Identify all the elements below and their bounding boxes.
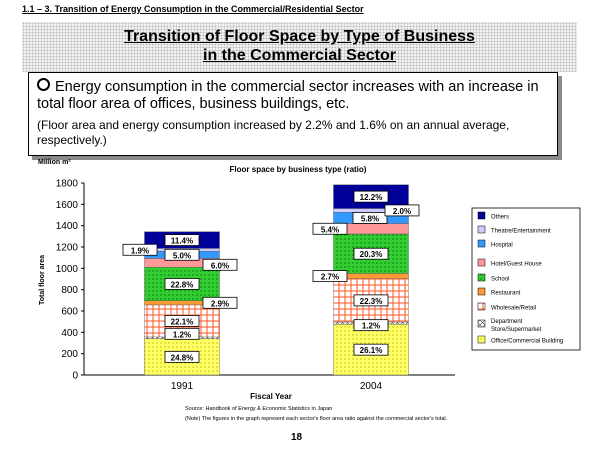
legend-label: Department [491,319,523,325]
legend-label: Theatre/Entertainment [491,229,551,235]
section-header: 1.1 – 3. Transition of Energy Consumptio… [22,4,364,14]
legend-label: Store/Supermarket [491,327,542,333]
circle-bullet-icon [37,78,50,91]
legend-swatch [477,273,486,282]
data-label: 5.8% [361,214,379,223]
chart-data-labels: 24.8% 1.2% 22.1% 2.9% 22.8% 6.0% 5.0% 1.9% 11.4%… [122,190,420,363]
data-label-box [353,190,389,203]
data-label: 24.8% [171,353,194,362]
y-tick-label: 600 [61,307,78,318]
y-tick-label: 800 [61,285,78,296]
legend-swatch [477,225,486,234]
data-label: 22.1% [171,317,194,326]
data-label: 5.4% [321,225,339,234]
page-title-line-1: Transition of Floor Space by Type of Bus… [124,28,475,45]
x-axis-label: Fiscal Year [250,392,292,401]
source-note: Source: Handbook of Energy & Economic St… [185,406,333,412]
legend-label: Hotel/Guest House [491,262,542,268]
data-label: 20.3% [360,250,383,259]
y-tick-label: 1200 [56,243,79,254]
page-number: 18 [291,432,303,443]
legend-label: Office/Commercial Building [491,339,563,345]
data-label: 22.8% [171,280,194,289]
page-title-line-2: in the Commercial Sector [203,47,396,64]
data-label: 6.0% [211,261,229,270]
y-tick-label: 1400 [56,221,79,232]
summary-note: (Floor area and energy consumption incre… [37,118,510,147]
y-axis-label: Total floor area [39,255,46,305]
y-tick-label: 0 [72,371,78,382]
y-tick-label: 1000 [56,264,79,275]
title-background [22,22,577,72]
data-label-box [384,204,420,217]
legend-label: Restaurant [491,291,521,297]
legend-box [471,207,581,351]
data-label-box [202,296,238,309]
data-label-box [164,315,200,327]
legend-label: Others [491,215,509,221]
data-label: 26.1% [360,346,383,355]
data-label: 2.0% [393,207,411,216]
data-label: 2.7% [321,273,339,282]
y-unit-label: Million m² [38,159,71,166]
floor-space-chart: Floor space by business type (ratio) Mil… [38,159,581,401]
data-label: 11.4% [171,237,193,246]
legend-swatch [477,258,486,267]
legend-swatch [477,302,486,311]
legend-swatch [477,287,486,296]
data-label: 1.9% [131,246,149,255]
chart-bars [144,184,409,376]
legend-swatch [477,319,486,328]
summary-bullet-text: Energy consumption in the commercial sec… [37,79,539,112]
data-label: 1.2% [362,322,380,331]
legend-swatch [477,239,486,248]
data-label-box [353,247,389,260]
footnote: (Note) The figures in the graph represen… [185,416,448,422]
data-label: 1.2% [173,330,191,339]
summary-box: Energy consumption in the commercial sec… [28,72,558,156]
y-tick-label: 1800 [56,179,79,190]
data-label-box [164,278,200,290]
data-label-box [122,243,158,256]
data-label-box [164,234,200,246]
data-label-box [352,212,388,224]
summary-bullet: Energy consumption in the commercial sec… [37,78,547,113]
data-label-box [164,248,200,261]
data-label: 5.0% [173,251,191,260]
legend-label: Wholesale/Retail [491,306,536,312]
data-label: 22.3% [360,297,383,306]
chart-axes: 0 200 400 600 800 1000 1200 1400 1600 1800 1991 200… [56,179,455,392]
data-label-box [164,350,200,363]
data-label-box [312,270,348,283]
data-label-box [164,327,200,340]
data-label-box [312,222,348,235]
data-label-box [353,319,389,332]
data-label: 2.9% [211,299,229,308]
legend-label: School [491,277,509,283]
data-label-box [353,343,389,356]
legend-swatch [477,211,486,220]
y-tick-label: 400 [61,328,78,339]
page-title: Transition of Floor Space by Type of Bus… [0,27,599,65]
chart-legend: Others Theatre/Entertainment Hospital Hotel… [471,207,581,351]
x-tick-label: 1991 [171,381,194,392]
legend-swatch [477,335,486,344]
x-tick-label: 2004 [360,381,383,392]
chart-title: Floor space by business type (ratio) [230,165,367,174]
data-label-box [353,294,389,307]
legend-label: Hospital [491,243,513,249]
y-tick-label: 1600 [56,200,79,211]
data-label-box [202,258,238,271]
data-label: 12.2% [360,193,383,202]
y-tick-label: 200 [61,349,78,360]
